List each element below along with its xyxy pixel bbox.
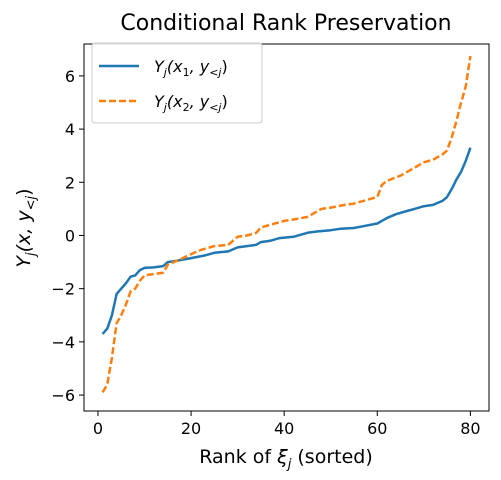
y-tick-label: −2: [51, 280, 75, 299]
y-axis-label: Yj(x, y<j): [13, 188, 39, 267]
legend: Yj(x1, y<j) Yj(x2, y<j): [92, 43, 262, 123]
y-tick-label: 2: [65, 173, 75, 192]
y-tick-label: −6: [51, 386, 75, 405]
x-tick-label: 80: [460, 419, 480, 438]
y-tick-label: 4: [65, 120, 75, 139]
x-tick-label: 40: [274, 419, 294, 438]
y-tick-label: 0: [65, 226, 75, 245]
x-axis-label: Rank of ξj (sorted): [199, 446, 373, 472]
chart-title: Conditional Rank Preservation: [120, 11, 451, 36]
x-tick-label: 20: [181, 419, 201, 438]
y-tick-label: 6: [65, 67, 75, 86]
x-tick-label: 0: [93, 419, 103, 438]
series-line-1: [103, 148, 471, 334]
y-tick-label: −4: [51, 333, 75, 352]
legend-box: [92, 43, 262, 123]
x-tick-label: 60: [367, 419, 387, 438]
